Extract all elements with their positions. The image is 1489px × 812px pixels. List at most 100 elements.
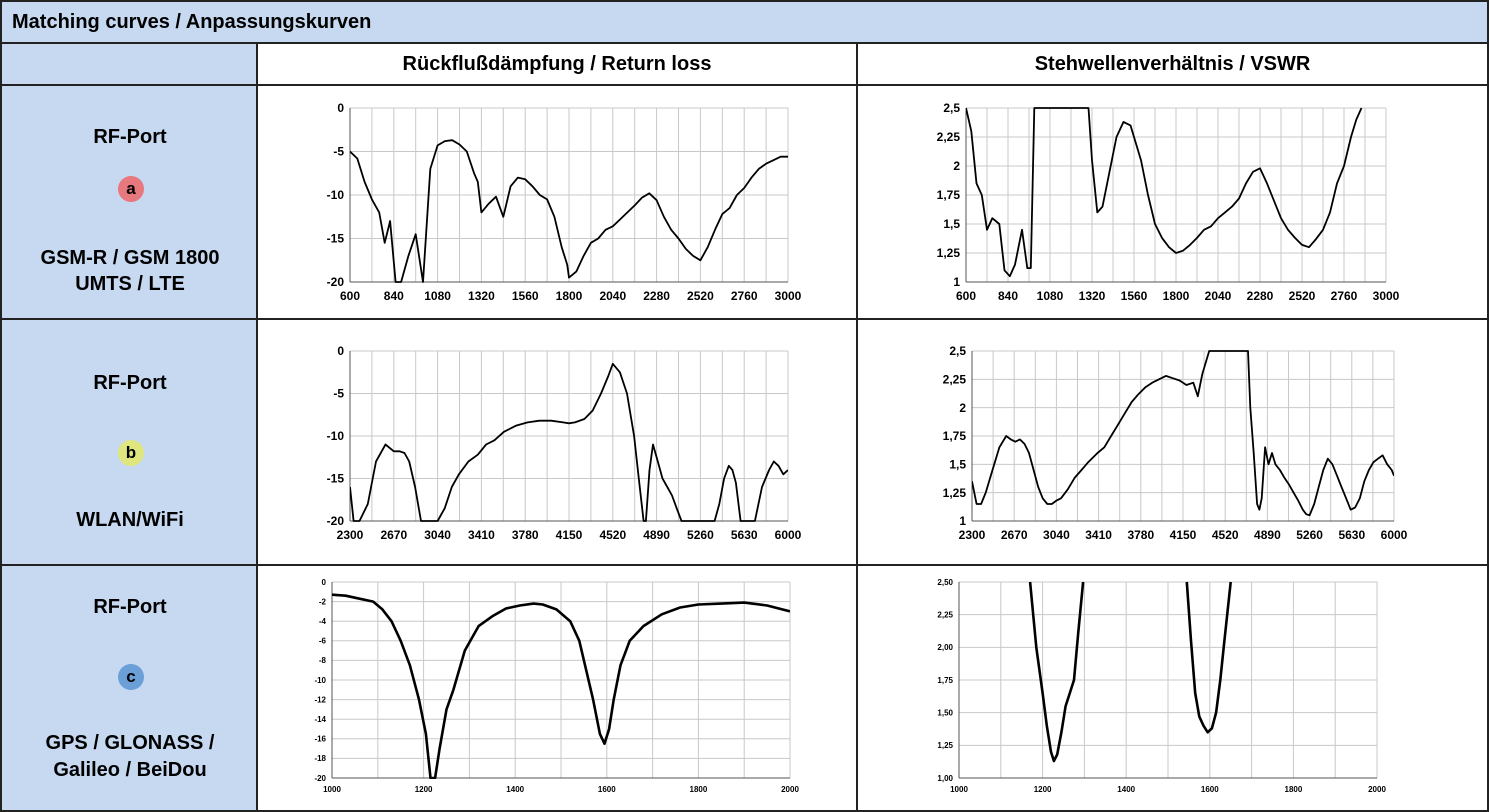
port-b-badge: b bbox=[118, 440, 144, 466]
x-tick-label: 600 bbox=[956, 289, 976, 303]
port-c-title: RF-Port bbox=[93, 596, 167, 618]
y-tick-label: -5 bbox=[333, 387, 344, 401]
y-tick-label: -10 bbox=[314, 676, 326, 685]
x-tick-label: 3410 bbox=[468, 528, 495, 542]
port-c-badge: c bbox=[118, 664, 144, 690]
x-tick-label: 3780 bbox=[512, 528, 539, 542]
x-tick-label: 1800 bbox=[690, 785, 708, 794]
series-line bbox=[332, 593, 790, 779]
x-tick-label: 2300 bbox=[959, 528, 986, 542]
x-tick-label: 5630 bbox=[1338, 528, 1365, 542]
x-tick-label: 840 bbox=[998, 289, 1018, 303]
x-tick-label: 1000 bbox=[323, 785, 341, 794]
port-c-name-line1: GPS / GLONASS / bbox=[45, 732, 215, 754]
x-tick-label: 2760 bbox=[1331, 289, 1358, 303]
y-tick-label: 2,50 bbox=[937, 578, 953, 587]
x-tick-label: 2670 bbox=[1001, 528, 1028, 542]
x-tick-label: 3040 bbox=[424, 528, 451, 542]
x-tick-label: 1800 bbox=[1163, 289, 1190, 303]
y-tick-label: -15 bbox=[327, 232, 345, 246]
header-vswr: Stehwellenverhältnis / VSWR bbox=[1034, 53, 1311, 75]
x-tick-label: 3410 bbox=[1085, 528, 1112, 542]
port-a-name-line2: UMTS / LTE bbox=[75, 273, 185, 295]
y-tick-label: -5 bbox=[333, 145, 344, 159]
y-tick-label: -18 bbox=[314, 754, 326, 763]
y-tick-label: -10 bbox=[327, 429, 345, 443]
x-tick-label: 1400 bbox=[1117, 785, 1135, 794]
x-tick-label: 1000 bbox=[950, 785, 968, 794]
x-tick-label: 4890 bbox=[643, 528, 670, 542]
y-tick-label: -8 bbox=[319, 656, 327, 665]
series-line bbox=[1028, 581, 1085, 763]
x-tick-label: 4150 bbox=[1170, 528, 1197, 542]
x-tick-label: 1800 bbox=[556, 289, 583, 303]
y-tick-label: 2,25 bbox=[937, 130, 961, 144]
port-b-title: RF-Port bbox=[93, 372, 167, 394]
port-a-title: RF-Port bbox=[93, 126, 167, 148]
x-tick-label: 1800 bbox=[1285, 785, 1303, 794]
y-tick-label: 1,75 bbox=[937, 188, 961, 202]
x-tick-label: 2760 bbox=[731, 289, 758, 303]
port-c-cell: RF-Port c GPS / GLONASS / Galileo / BeiD… bbox=[0, 564, 258, 812]
y-tick-label: -6 bbox=[319, 637, 327, 646]
x-tick-label: 2040 bbox=[599, 289, 626, 303]
port-c-name-line2: Galileo / BeiDou bbox=[53, 759, 207, 781]
y-tick-label: 1,25 bbox=[937, 741, 953, 750]
x-tick-label: 2520 bbox=[1289, 289, 1316, 303]
x-tick-label: 6000 bbox=[775, 528, 802, 542]
x-tick-label: 1320 bbox=[468, 289, 495, 303]
y-tick-label: 0 bbox=[322, 578, 327, 587]
series-line bbox=[972, 350, 1394, 517]
x-tick-label: 2520 bbox=[687, 289, 714, 303]
y-tick-label: 2,25 bbox=[943, 373, 967, 387]
x-tick-label: 1600 bbox=[1201, 785, 1219, 794]
y-tick-label: 1,25 bbox=[943, 486, 967, 500]
x-tick-label: 5260 bbox=[1296, 528, 1323, 542]
header-return-loss: Rückflußdämpfung / Return loss bbox=[402, 53, 712, 75]
x-tick-label: 2000 bbox=[781, 785, 799, 794]
x-tick-label: 2280 bbox=[1247, 289, 1274, 303]
x-tick-label: 2000 bbox=[1368, 785, 1386, 794]
y-tick-label: -15 bbox=[327, 472, 345, 486]
series-line bbox=[966, 107, 1363, 278]
x-tick-label: 4150 bbox=[556, 528, 583, 542]
x-tick-label: 1560 bbox=[1121, 289, 1148, 303]
y-tick-label: 1 bbox=[953, 275, 960, 289]
y-tick-label: -12 bbox=[314, 695, 326, 704]
x-tick-label: 4520 bbox=[1212, 528, 1239, 542]
y-tick-label: 2 bbox=[953, 159, 960, 173]
series-line bbox=[350, 362, 788, 522]
x-tick-label: 4890 bbox=[1254, 528, 1281, 542]
x-tick-label: 1400 bbox=[506, 785, 524, 794]
y-tick-label: 1 bbox=[959, 514, 966, 528]
y-tick-label: 0 bbox=[337, 101, 344, 115]
x-tick-label: 2280 bbox=[643, 289, 670, 303]
x-tick-label: 1080 bbox=[424, 289, 451, 303]
y-tick-label: 2,00 bbox=[937, 643, 953, 652]
x-tick-label: 3780 bbox=[1127, 528, 1154, 542]
x-tick-label: 3040 bbox=[1043, 528, 1070, 542]
port-b-name-line1: WLAN/WiFi bbox=[76, 509, 184, 531]
x-tick-label: 1320 bbox=[1079, 289, 1106, 303]
x-tick-label: 1080 bbox=[1037, 289, 1064, 303]
x-tick-label: 3000 bbox=[1373, 289, 1400, 303]
x-tick-label: 2300 bbox=[337, 528, 364, 542]
y-tick-label: 2,25 bbox=[937, 610, 953, 619]
x-tick-label: 1200 bbox=[415, 785, 433, 794]
y-tick-label: 1,75 bbox=[937, 676, 953, 685]
x-tick-label: 600 bbox=[340, 289, 360, 303]
port-c-vswr-cell bbox=[856, 564, 1489, 812]
port-a-cell: RF-Port a GSM-R / GSM 1800 UMTS / LTE bbox=[0, 84, 258, 320]
y-tick-label: 2,5 bbox=[949, 344, 966, 358]
y-tick-label: 2 bbox=[959, 401, 966, 415]
y-tick-label: -20 bbox=[327, 514, 345, 528]
x-tick-label: 2670 bbox=[380, 528, 407, 542]
x-tick-label: 1560 bbox=[512, 289, 539, 303]
